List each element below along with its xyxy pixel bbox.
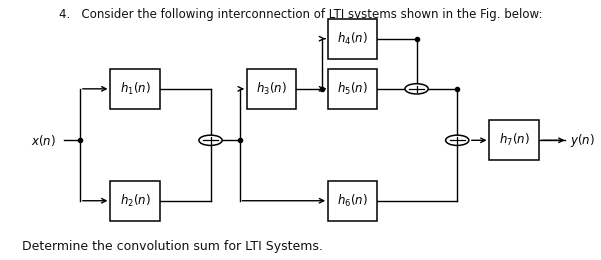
Text: $x(n)$: $x(n)$ [31, 133, 55, 148]
Text: $h_7(n)$: $h_7(n)$ [499, 132, 529, 148]
Text: 4.   Consider the following interconnection of LTI systems shown in the Fig. bel: 4. Consider the following interconnectio… [59, 8, 542, 21]
FancyBboxPatch shape [111, 69, 160, 109]
Circle shape [445, 135, 469, 145]
FancyBboxPatch shape [328, 181, 377, 221]
FancyBboxPatch shape [111, 181, 160, 221]
Text: $h_3(n)$: $h_3(n)$ [256, 81, 287, 97]
FancyBboxPatch shape [247, 69, 296, 109]
FancyBboxPatch shape [489, 120, 538, 160]
Text: $h_2(n)$: $h_2(n)$ [120, 193, 150, 209]
FancyBboxPatch shape [328, 69, 377, 109]
Text: $h_5(n)$: $h_5(n)$ [337, 81, 368, 97]
FancyBboxPatch shape [328, 19, 377, 59]
Text: $h_1(n)$: $h_1(n)$ [120, 81, 150, 97]
Text: $y(n)$: $y(n)$ [570, 132, 596, 149]
Text: Determine the convolution sum for LTI Systems.: Determine the convolution sum for LTI Sy… [22, 240, 323, 253]
Text: $h_6(n)$: $h_6(n)$ [337, 193, 368, 209]
Circle shape [405, 84, 428, 94]
Text: $h_4(n)$: $h_4(n)$ [337, 31, 368, 47]
Circle shape [199, 135, 222, 145]
